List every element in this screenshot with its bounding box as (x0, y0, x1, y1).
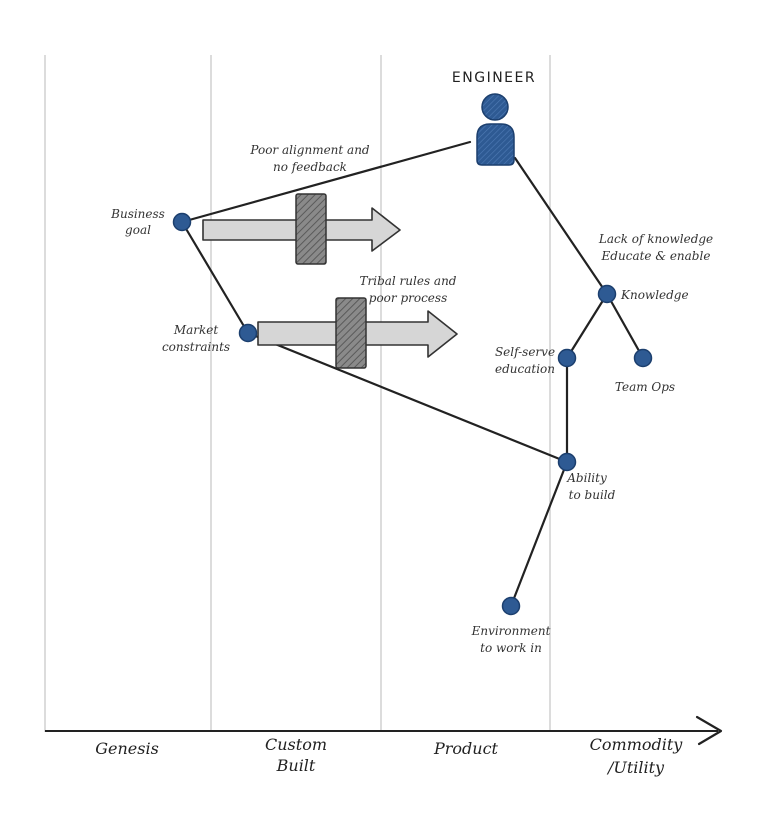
ability-to-build-label: Ability (566, 471, 607, 485)
self-serve-label: Self-serve (495, 345, 555, 359)
link-engineer-knowledge (513, 156, 609, 296)
team-ops-label: Team Ops (615, 380, 675, 394)
link-market-ability (246, 331, 569, 464)
business-goal-label: Business (110, 207, 165, 221)
alignment-annotation: Poor alignment and (249, 143, 370, 157)
axis-arrow-head (695, 715, 723, 746)
node-ability-to-build (557, 452, 577, 472)
node-business-goal (172, 212, 192, 232)
alignment-annotation-2: no feedback (273, 160, 347, 174)
stage-product-label: Product (433, 739, 499, 758)
engineer-label: ENGINEER (452, 70, 536, 86)
evolution-axis (45, 715, 723, 746)
inertia-blocks (295, 193, 367, 369)
node-market-constraints (238, 323, 258, 343)
market-constraints-label-2: constraints (162, 340, 230, 354)
business-goal-label-2: goal (125, 223, 151, 237)
link-knowledge-self-serve (565, 292, 609, 360)
environment-label: Environment (471, 624, 551, 638)
stage-custom-label-2: Built (276, 756, 316, 775)
tribal-annotation-2: poor process (369, 291, 447, 305)
link-knowledge-team-ops (605, 292, 645, 360)
environment-label-2: to work in (480, 641, 542, 655)
knowledge-gap-annotation-2: Educate & enable (601, 249, 711, 263)
stage-genesis-label: Genesis (95, 739, 159, 758)
inertia-bar-alignment (295, 193, 327, 265)
engineer-head-icon (481, 93, 509, 121)
component-nodes (172, 212, 653, 616)
link-ability-environment (509, 460, 569, 608)
engineer-body-icon (476, 123, 515, 166)
link-business-goal-market (180, 220, 250, 335)
self-serve-label-2: education (495, 362, 555, 376)
tribal-annotation: Tribal rules and (359, 274, 456, 288)
stage-commodity-label: Commodity (590, 735, 684, 754)
knowledge-gap-annotation: Lack of knowledge (598, 232, 713, 246)
knowledge-label: Knowledge (620, 288, 689, 302)
dependency-links (180, 140, 645, 608)
node-self-serve (557, 348, 577, 368)
stage-labels: Genesis Custom Built Product Commodity /… (95, 735, 683, 777)
inertia-bar-tribal (335, 297, 367, 369)
annotations: Poor alignment and no feedback Tribal ru… (249, 143, 713, 305)
ability-to-build-label-2: to build (569, 488, 616, 502)
market-constraints-label: Market (173, 323, 219, 337)
stage-commodity-label-2: /Utility (606, 758, 665, 777)
node-labels: Business goal Market constraints Knowled… (110, 207, 688, 655)
link-engineer-business-goal (180, 140, 472, 224)
stage-custom-label: Custom (265, 735, 327, 754)
node-environment (501, 596, 521, 616)
node-team-ops (633, 348, 653, 368)
node-knowledge (597, 284, 617, 304)
engineer-user: ENGINEER (452, 70, 536, 166)
